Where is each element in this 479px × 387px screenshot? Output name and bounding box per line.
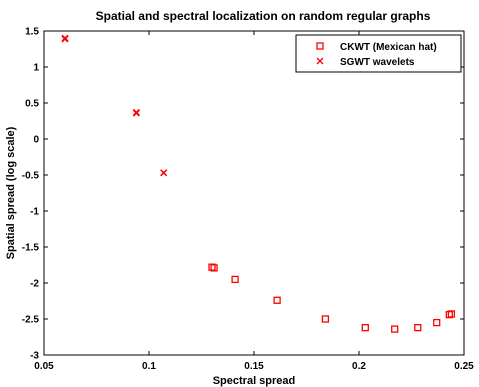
legend-marker-x — [316, 57, 324, 65]
point-ckwt — [210, 264, 218, 272]
legend-box — [295, 34, 462, 73]
point-ckwt — [321, 315, 330, 323]
x-tick-label: 0.1 — [142, 361, 156, 372]
point-ckwt — [447, 310, 456, 318]
axes-box — [43, 30, 465, 356]
y-tick-label: -1 — [30, 207, 39, 218]
y-axis: 1.5 1 0.5 0 -0.5 -1 -1.5 -2 -2.5 -3 — [22, 27, 464, 362]
point-sgwt — [132, 108, 140, 116]
chart-title: Spatial and spectral localization on ran… — [96, 9, 431, 23]
point-ckwt — [231, 275, 239, 284]
y-tick-label: -0.5 — [22, 171, 40, 182]
legend: CKWT (Mexican hat) SGWT wavelets — [295, 34, 462, 73]
point-ckwt — [445, 311, 453, 319]
y-tick-label: -2 — [30, 279, 39, 290]
data-marks — [61, 34, 456, 333]
point-ckwt — [361, 323, 369, 332]
x-tick-label: 0.25 — [454, 361, 474, 372]
x-tick-label: 0.15 — [244, 361, 264, 372]
y-tick-label: 1.5 — [25, 27, 39, 38]
point-ckwt — [433, 318, 441, 327]
plot-area — [43, 30, 465, 356]
y-axis-label: Spatial spread (log scale) — [5, 126, 17, 259]
point-sgwt — [61, 35, 69, 43]
point-ckwt — [273, 296, 281, 304]
y-tick-label: 0.5 — [25, 99, 39, 110]
y-tick-label: -1.5 — [22, 243, 40, 254]
point-sgwt — [160, 169, 168, 177]
point-ckwt — [208, 263, 216, 271]
x-tick-label: 0.2 — [352, 361, 366, 372]
legend-marker-square — [316, 42, 324, 50]
y-tick-label: -3 — [30, 351, 39, 362]
point-ckwt — [391, 325, 399, 333]
y-tick-label: 1 — [33, 63, 39, 74]
y-tick-label: -2.5 — [22, 315, 40, 326]
x-axis: 0.05 0.1 0.15 0.2 0.25 — [34, 31, 474, 372]
point-ckwt — [414, 323, 422, 332]
legend-entry-sgwt: SGWT wavelets — [340, 57, 415, 68]
x-tick-label: 0.05 — [34, 361, 54, 372]
x-axis-label: Spectral spread — [213, 375, 296, 387]
legend-entry-ckwt: CKWT (Mexican hat) — [340, 42, 437, 53]
y-tick-label: 0 — [33, 135, 39, 146]
